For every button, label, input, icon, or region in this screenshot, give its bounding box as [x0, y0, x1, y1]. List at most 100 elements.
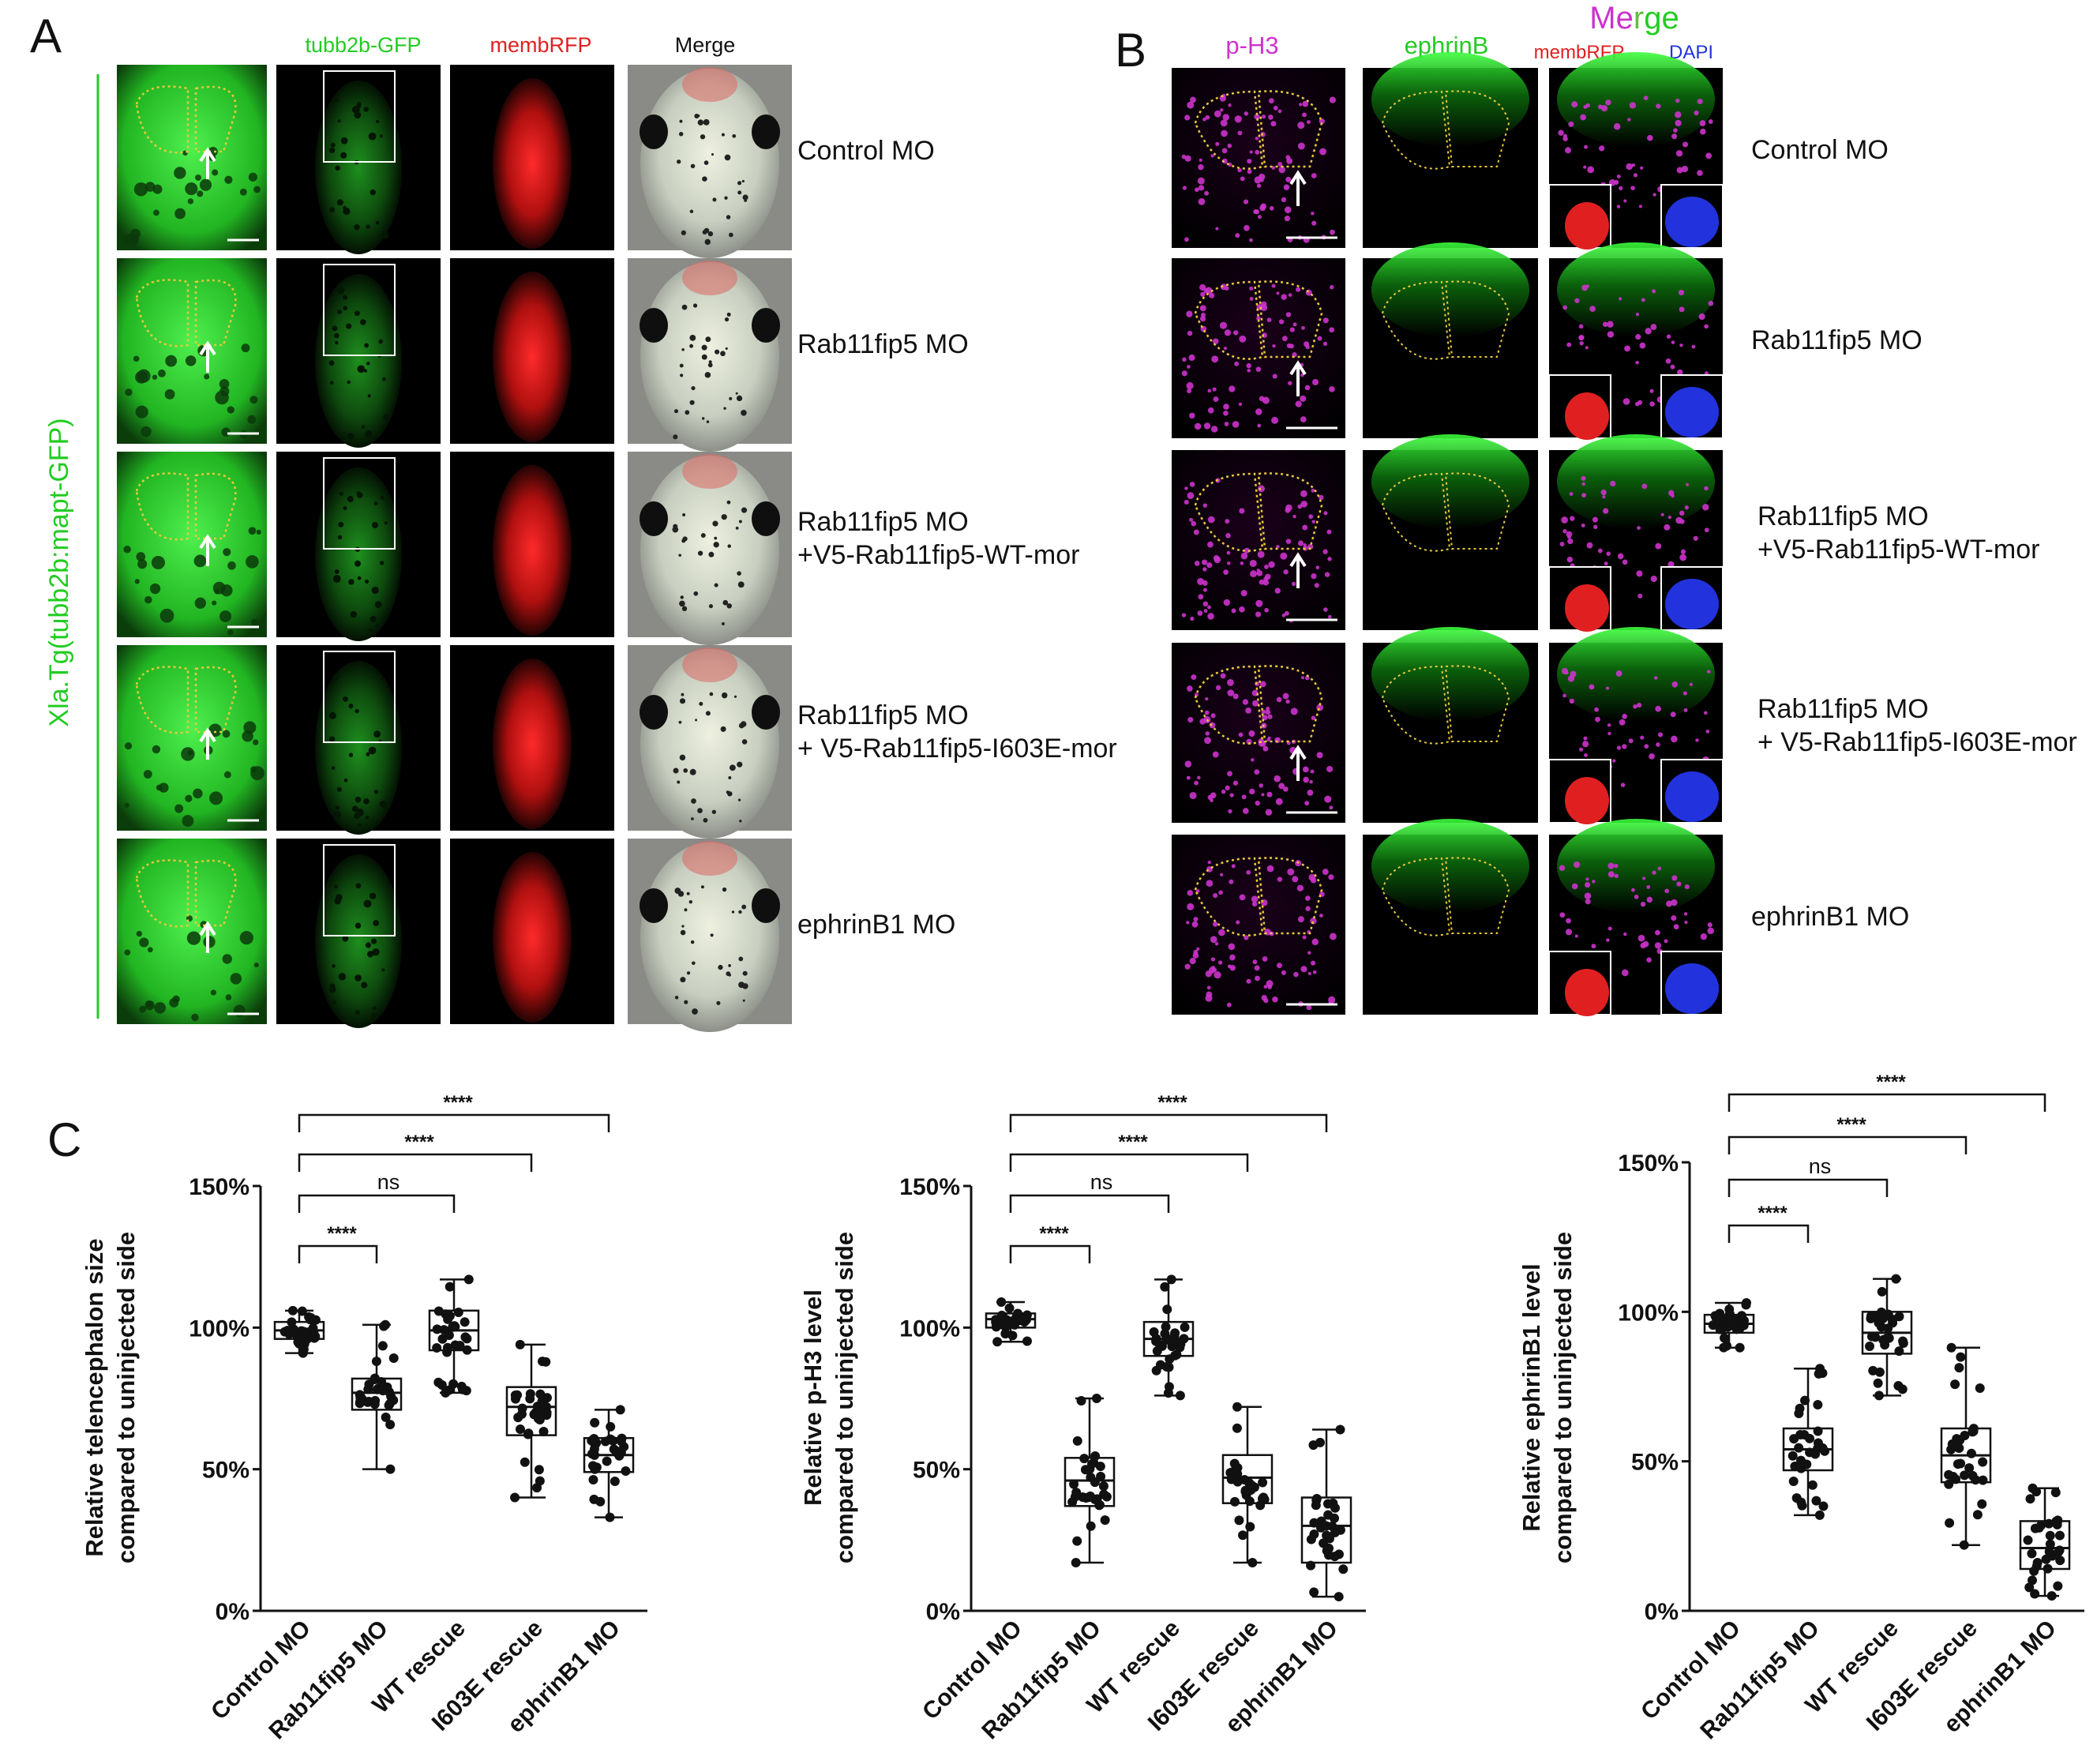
ph3-dot [1302, 112, 1307, 118]
panel-a-row: Rab11fip5 MO+V5-Rab11fip5-WT-mor [117, 452, 1079, 645]
pigment-spot [737, 181, 742, 186]
data-point [1090, 1477, 1100, 1488]
pigment-spot [712, 197, 717, 202]
ph3-dot [1586, 542, 1593, 549]
data-point [1334, 1592, 1344, 1602]
data-point [1877, 1286, 1887, 1297]
pigment-spot [373, 730, 381, 738]
left-telencephalon-outline [135, 666, 189, 734]
data-point [1796, 1497, 1806, 1507]
ph3-dot [1567, 535, 1571, 539]
ph3-dot [1189, 957, 1196, 965]
pigment-spot [338, 521, 344, 527]
ph3-dot [1207, 613, 1214, 620]
pigment-spot [676, 160, 681, 164]
y-tick-label: 100% [1618, 1300, 1679, 1326]
ph3-dot [1253, 209, 1259, 215]
data-point [1968, 1427, 1978, 1437]
ph3-dot [1584, 881, 1591, 888]
data-point [296, 1326, 306, 1336]
ph3-dot [1330, 229, 1335, 235]
ph3-dot [1186, 310, 1193, 317]
pigment-spot [328, 986, 336, 993]
ph3-dot [1256, 316, 1261, 321]
ph3-dot [1681, 165, 1689, 173]
ph3-dot [1239, 606, 1245, 613]
pigment-spot [182, 815, 194, 827]
data-point [611, 1446, 621, 1456]
ph3-dot [1578, 335, 1585, 341]
data-point [1960, 1470, 1970, 1481]
pigment-spot [230, 973, 242, 985]
ph3-dot [1307, 790, 1314, 796]
merge-embryo-body [640, 456, 779, 645]
pigment-spot [742, 983, 748, 989]
ph3-dot [1704, 324, 1709, 329]
pigment-spot [222, 730, 231, 738]
y-axis-title-line: compared to uninjected side [831, 1232, 858, 1563]
ph3-dot [1585, 284, 1590, 288]
pigment-spot [355, 1010, 360, 1015]
ph3-dot [1197, 775, 1201, 780]
data-point [2046, 1591, 2057, 1601]
ph3-dot [1229, 879, 1234, 884]
ph3-dot [1311, 877, 1317, 884]
y-tick-label: 100% [189, 1315, 249, 1342]
ph3-dot [1683, 912, 1688, 916]
ph3-dot [1244, 111, 1249, 116]
ph3-dot [1262, 956, 1268, 962]
significance-bracket: **** [1009, 1223, 1091, 1263]
pigment-spot [383, 413, 390, 421]
ph3-dot [1639, 342, 1646, 349]
pigment-spot [731, 910, 735, 914]
ph3-dot [1673, 128, 1678, 133]
pigment-spot [329, 207, 335, 213]
ph3-dot [1584, 892, 1592, 900]
data-point [2031, 1487, 2042, 1497]
pigment-spot [721, 692, 728, 699]
y-tick-label: 50% [202, 1458, 249, 1484]
ph3-dot [1261, 709, 1266, 715]
ph3-dot [1265, 709, 1271, 715]
ph3-dot [1607, 731, 1611, 736]
ph3-dot [1607, 871, 1615, 878]
ph3-dot [1236, 920, 1240, 925]
ph3-dot [1288, 381, 1292, 385]
pigment-spot [223, 548, 231, 557]
ph3-dot [1239, 508, 1245, 514]
merge-red-tip [682, 261, 737, 295]
pigment-spot [366, 752, 370, 756]
ph3-dot [1635, 361, 1639, 365]
left-telencephalon-outline [135, 85, 189, 154]
ph3-dot [1566, 342, 1572, 347]
ph3-dot [1246, 362, 1251, 369]
arrow-icon [1289, 552, 1307, 588]
ph3-dot [1194, 780, 1199, 786]
panel-a-row: Rab11fip5 MO + V5-Rab11fip5-I603E-mor [117, 645, 1117, 839]
data-point [1814, 1368, 1824, 1379]
ph3-dot [1307, 951, 1311, 955]
merge-embryo-body [640, 649, 779, 839]
ph3-dot [1198, 594, 1204, 600]
ph3-dot [1263, 985, 1268, 989]
pigment-spot [144, 182, 156, 192]
ph3-dot [1637, 702, 1642, 708]
ph3-dot [1649, 388, 1654, 393]
pigment-spot [737, 581, 745, 588]
rfp-embryo-body [493, 78, 572, 249]
panel-a-row: Rab11fip5 MO [117, 258, 969, 452]
ph3-dot [1232, 421, 1240, 428]
ph3-dot [1619, 719, 1626, 726]
pigment-spot [332, 325, 338, 332]
pigment-spot [339, 491, 343, 496]
pigment-spot [328, 360, 335, 366]
ph3-dot [1202, 117, 1206, 122]
ph3-dot [1667, 561, 1675, 568]
data-point [432, 1343, 442, 1353]
ph3-dot [1638, 205, 1642, 208]
ph3-dot [1215, 685, 1221, 691]
row-label: +V5-Rab11fip5-WT-mor [797, 540, 1079, 570]
pigment-spot [181, 747, 195, 761]
ph3-dot [1708, 119, 1713, 124]
pigment-spot [686, 971, 691, 975]
